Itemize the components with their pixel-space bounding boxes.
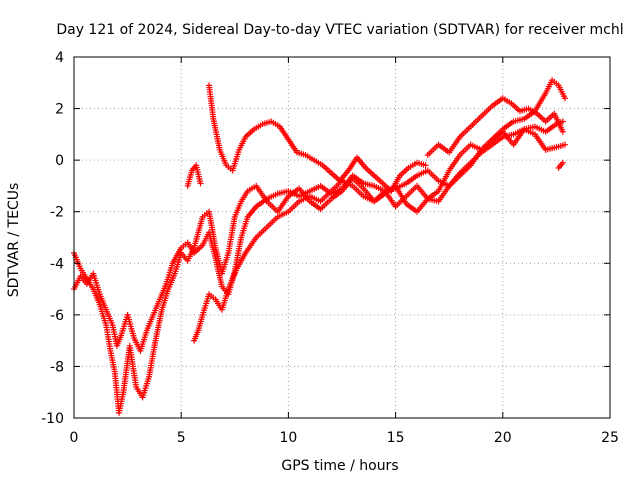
y-axis-label: SDTVAR / TECUs <box>6 183 22 298</box>
series-trace-4 <box>206 82 429 195</box>
y-tick-label: -10 <box>41 411 64 427</box>
x-axis-label: GPS time / hours <box>281 458 398 474</box>
x-tick-label: 10 <box>279 430 297 446</box>
series-trace-6 <box>424 95 566 158</box>
data-point <box>559 159 566 166</box>
data-points <box>71 77 568 416</box>
y-tick-label: -6 <box>50 308 64 324</box>
y-tick-label: 2 <box>55 102 64 118</box>
data-point <box>561 141 568 148</box>
y-tick-label: 0 <box>55 153 64 169</box>
data-point <box>561 95 568 102</box>
y-tick-label: -2 <box>50 205 64 221</box>
y-tick-label: -8 <box>50 359 64 375</box>
y-tick-label: 4 <box>55 50 64 66</box>
axis-ticks <box>73 56 611 419</box>
grid <box>74 57 610 418</box>
plot-frame <box>73 56 611 419</box>
data-point <box>197 180 204 187</box>
x-tick-label: 15 <box>387 430 405 446</box>
series-trace-7 <box>555 159 566 171</box>
x-tick-label: 5 <box>177 430 186 446</box>
x-tick-label: 25 <box>601 430 619 446</box>
x-tick-label: 0 <box>70 430 79 446</box>
x-tick-label: 20 <box>494 430 512 446</box>
chart-title: Day 121 of 2024, Sidereal Day-to-day VTE… <box>56 22 623 38</box>
data-point <box>422 162 429 169</box>
series-trace-1 <box>71 118 566 354</box>
series-trace-2 <box>71 126 568 416</box>
series-trace-5 <box>184 162 204 189</box>
x-axis-tick-labels: 0 5 10 15 20 25 <box>70 430 619 446</box>
y-tick-label: -4 <box>50 256 64 272</box>
y-axis-tick-labels: -10 -8 -6 -4 -2 0 2 4 <box>41 50 64 427</box>
data-point <box>559 128 566 135</box>
series-trace-3 <box>191 77 568 344</box>
